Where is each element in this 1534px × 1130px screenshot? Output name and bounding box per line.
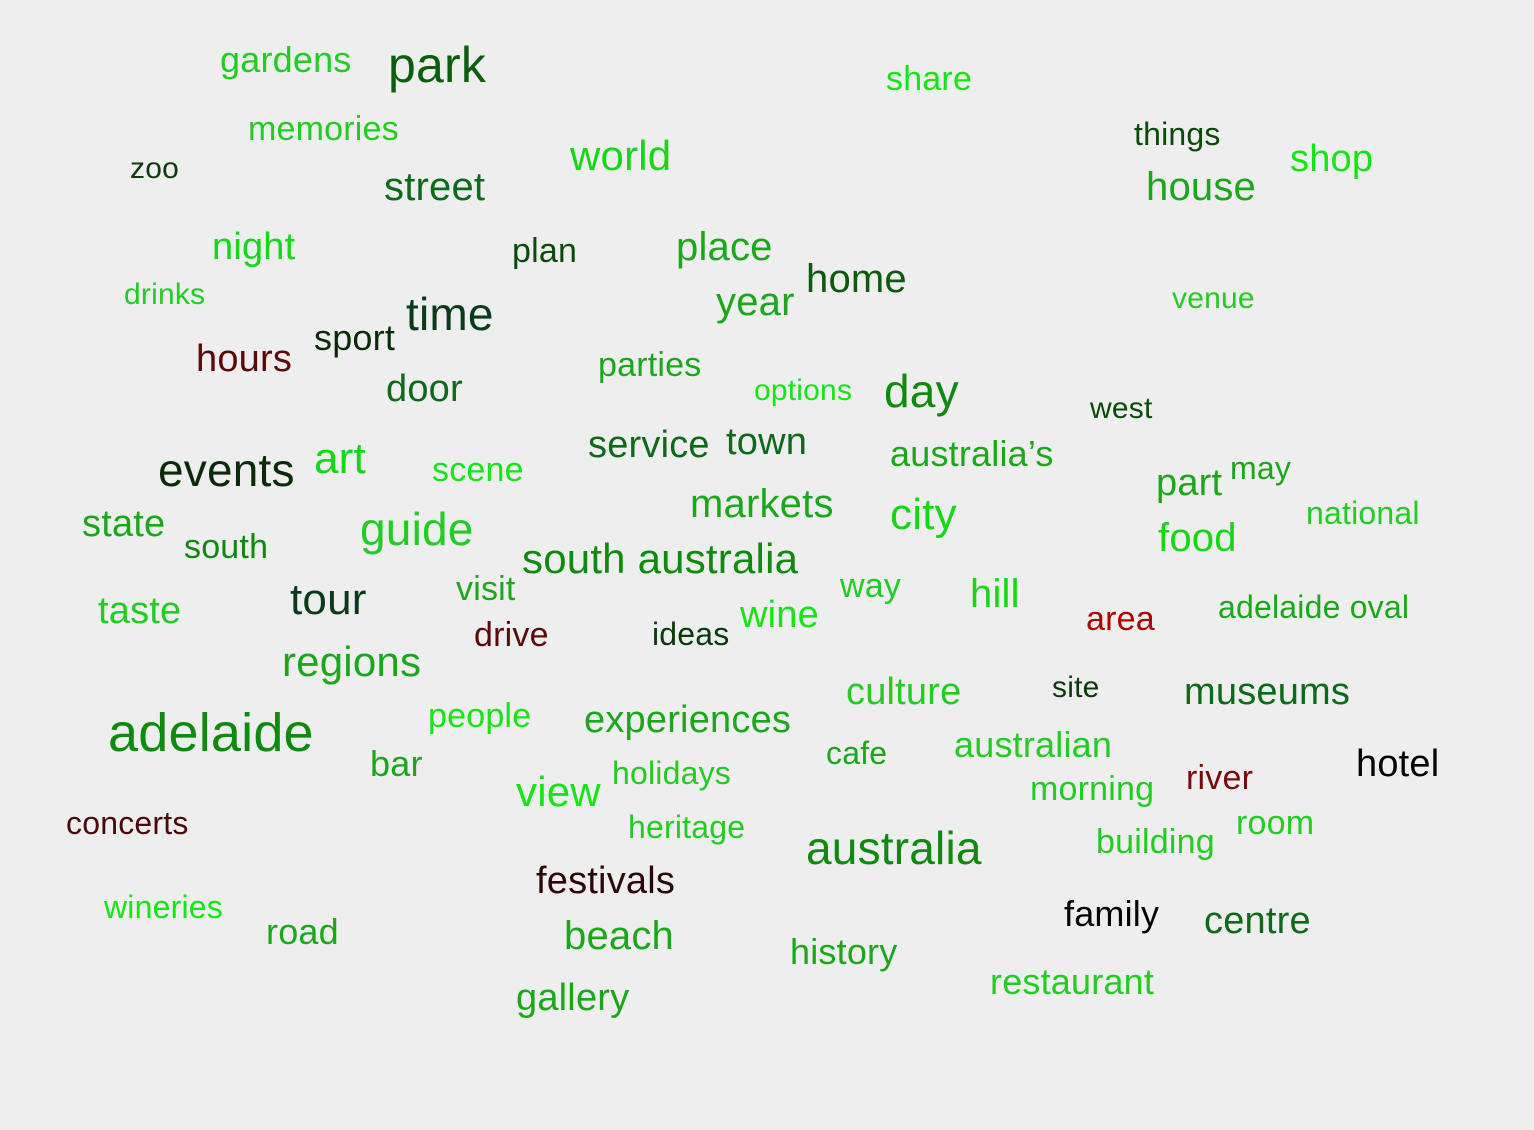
word-street: street <box>384 165 486 209</box>
word-concerts: concerts <box>66 805 189 841</box>
word-art: art <box>314 434 366 483</box>
word-house: house <box>1146 165 1256 209</box>
word-door: door <box>386 368 463 410</box>
word-world: world <box>570 132 672 179</box>
word-memories: memories <box>248 110 399 148</box>
word-service: service <box>588 424 710 466</box>
word-room: room <box>1236 804 1315 842</box>
word-drinks: drinks <box>124 278 206 311</box>
word-way: way <box>840 567 902 605</box>
word-city: city <box>890 490 957 539</box>
word-national: national <box>1306 495 1420 531</box>
word-scene: scene <box>432 451 524 489</box>
word-regions: regions <box>282 638 422 685</box>
word-year: year <box>716 280 795 324</box>
word-events: events <box>158 444 295 496</box>
word-home: home <box>806 257 907 301</box>
word-adelaide-oval: adelaide oval <box>1218 589 1410 625</box>
word-cafe: cafe <box>826 735 888 771</box>
word-west: west <box>1090 392 1153 425</box>
word-gallery: gallery <box>516 977 630 1019</box>
word-history: history <box>790 931 898 972</box>
word-place: place <box>676 225 773 269</box>
word-site: site <box>1052 671 1100 704</box>
word-park: park <box>388 37 487 93</box>
word-markets: markets <box>690 482 834 526</box>
word-beach: beach <box>564 914 674 958</box>
word-ideas: ideas <box>652 616 730 652</box>
word-road: road <box>266 911 339 952</box>
word-share: share <box>886 60 973 98</box>
word-family: family <box>1064 893 1160 934</box>
word-things: things <box>1134 116 1221 152</box>
word-time: time <box>406 288 494 340</box>
word-australian: australian <box>954 724 1113 765</box>
word-may: may <box>1230 450 1292 486</box>
word-guide: guide <box>360 503 474 555</box>
word-experiences: experiences <box>584 699 792 741</box>
word-south-australia: south australia <box>522 535 799 582</box>
word-day: day <box>884 365 959 417</box>
word-south: south <box>184 528 269 566</box>
word-people: people <box>428 697 532 735</box>
word-night: night <box>212 226 296 268</box>
word-sport: sport <box>314 317 396 358</box>
word-parties: parties <box>598 346 702 384</box>
word-visit: visit <box>456 570 516 608</box>
word-centre: centre <box>1204 900 1311 942</box>
word-tour: tour <box>290 575 367 624</box>
word-morning: morning <box>1030 770 1155 808</box>
word-bar: bar <box>370 743 423 784</box>
word-venue: venue <box>1172 282 1255 315</box>
word-part: part <box>1156 462 1223 504</box>
word-hotel: hotel <box>1356 743 1440 785</box>
word-hours: hours <box>196 338 293 380</box>
word-river: river <box>1186 759 1254 797</box>
word-view: view <box>516 768 601 815</box>
word-gardens: gardens <box>220 39 352 80</box>
word-adelaide: adelaide <box>108 703 314 763</box>
word-drive: drive <box>474 616 549 654</box>
word-wineries: wineries <box>104 889 223 925</box>
word-culture: culture <box>846 671 962 713</box>
word-taste: taste <box>98 590 182 632</box>
word-town: town <box>726 421 808 463</box>
word-plan: plan <box>512 232 578 270</box>
word-area: area <box>1086 600 1155 638</box>
word-state: state <box>82 503 166 545</box>
word-heritage: heritage <box>628 809 746 845</box>
word-australia-s: australia’s <box>890 433 1054 474</box>
word-hill: hill <box>970 572 1020 616</box>
word-options: options <box>754 374 853 407</box>
word-shop: shop <box>1290 138 1374 180</box>
word-building: building <box>1096 823 1215 861</box>
word-festivals: festivals <box>536 860 676 902</box>
word-holidays: holidays <box>612 755 732 791</box>
word-restaurant: restaurant <box>990 961 1155 1002</box>
word-museums: museums <box>1184 671 1351 713</box>
word-wine: wine <box>740 594 819 636</box>
word-food: food <box>1158 516 1237 560</box>
word-australia: australia <box>806 822 982 874</box>
word-zoo: zoo <box>130 152 179 185</box>
